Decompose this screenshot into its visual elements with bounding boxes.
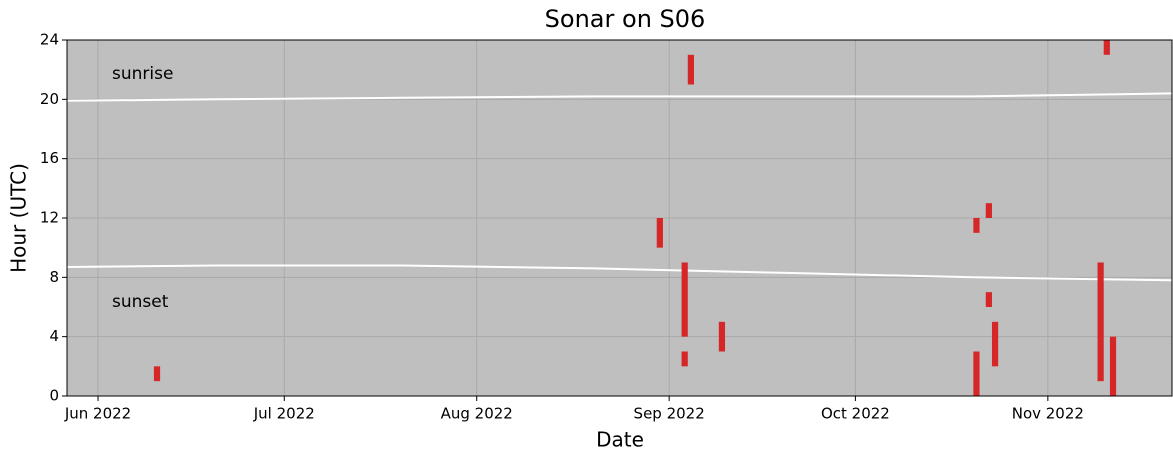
x-tick-label: Jun 2022 xyxy=(64,405,131,423)
event-bar xyxy=(985,292,992,307)
event-bar xyxy=(973,218,980,233)
x-tick-label: Nov 2022 xyxy=(1012,405,1084,423)
event-bar xyxy=(681,262,688,337)
event-bar xyxy=(1109,336,1117,396)
event-bar xyxy=(1097,262,1104,382)
event-bar xyxy=(973,351,980,396)
event-bar xyxy=(153,366,161,382)
event-bar xyxy=(991,321,999,367)
event-bar xyxy=(681,351,688,367)
y-tick-label: 16 xyxy=(40,149,59,167)
event-bar xyxy=(1103,40,1110,55)
event-bar xyxy=(718,321,726,352)
event-bar xyxy=(985,203,992,218)
y-axis-label: Hour (UTC) xyxy=(7,163,31,273)
event-bar xyxy=(656,218,663,248)
x-tick-label: Oct 2022 xyxy=(821,405,890,423)
y-tick-label: 24 xyxy=(40,31,59,49)
event-bar xyxy=(687,54,694,85)
chart-title: Sonar on S06 xyxy=(545,5,706,33)
y-tick-label: 12 xyxy=(40,209,59,227)
series-label: sunset xyxy=(112,292,169,312)
x-tick-label: Sep 2022 xyxy=(634,405,705,423)
series-label: sunrise xyxy=(112,64,173,84)
x-tick-label: Aug 2022 xyxy=(441,405,513,423)
y-tick-label: 4 xyxy=(49,327,59,345)
x-tick-label: Jul 2022 xyxy=(253,405,315,423)
plot-frame xyxy=(66,39,1173,397)
y-tick-label: 8 xyxy=(49,268,59,286)
line-series xyxy=(67,92,1172,102)
x-axis-label: Date xyxy=(596,428,644,452)
y-tick-label: 0 xyxy=(49,387,59,405)
y-tick-label: 20 xyxy=(40,90,59,108)
line-series xyxy=(67,264,1172,282)
